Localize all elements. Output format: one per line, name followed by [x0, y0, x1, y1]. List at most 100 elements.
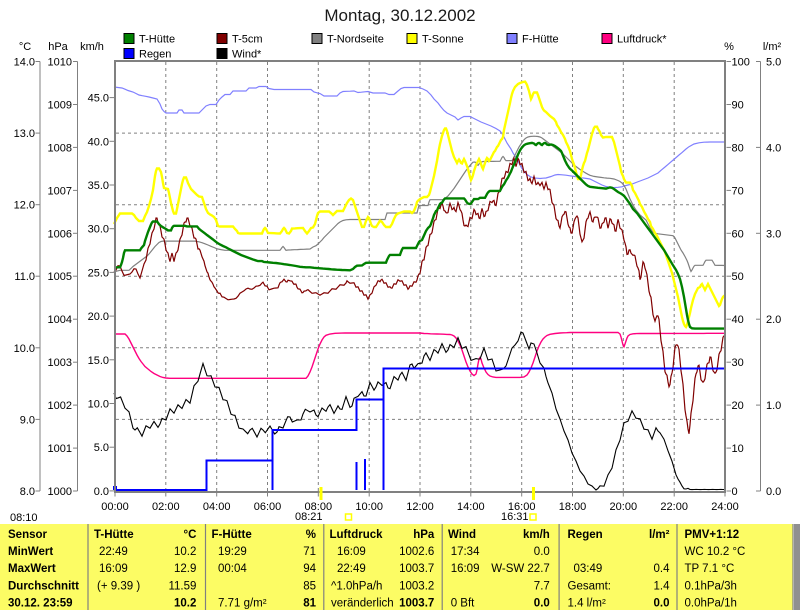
svg-text:40.0: 40.0 — [88, 136, 109, 148]
svg-text:3.0: 3.0 — [766, 228, 781, 240]
svg-text:0.0: 0.0 — [94, 486, 109, 498]
svg-text:0.0hPa/1h: 0.0hPa/1h — [685, 598, 737, 610]
svg-text:TP 7.1 °C: TP 7.1 °C — [685, 563, 735, 575]
svg-text:30.12. 23:59: 30.12. 23:59 — [8, 598, 73, 610]
svg-text:4.0: 4.0 — [766, 142, 781, 154]
svg-text:1010: 1010 — [48, 57, 72, 69]
svg-text:22:49: 22:49 — [337, 563, 366, 575]
svg-text:30: 30 — [732, 357, 744, 369]
svg-text:0.0: 0.0 — [766, 486, 781, 498]
svg-text:16:09: 16:09 — [337, 546, 366, 558]
svg-text:12:00: 12:00 — [406, 501, 434, 513]
svg-text:70: 70 — [732, 185, 744, 197]
svg-text:10.2: 10.2 — [174, 598, 196, 610]
svg-text:PMV+1:12: PMV+1:12 — [685, 529, 740, 541]
svg-text:45.0: 45.0 — [88, 93, 109, 105]
svg-text:12.9: 12.9 — [174, 563, 196, 575]
svg-text:veränderlich: veränderlich — [331, 598, 394, 610]
svg-text:10:00: 10:00 — [355, 501, 383, 513]
svg-text:7.71 g/m²: 7.71 g/m² — [218, 598, 267, 610]
svg-text:22:00: 22:00 — [660, 501, 688, 513]
svg-text:km/h: km/h — [523, 529, 550, 541]
svg-text:1003: 1003 — [48, 357, 72, 369]
svg-text:16:09: 16:09 — [451, 563, 480, 575]
svg-text:0.0: 0.0 — [654, 598, 670, 610]
svg-text:08:00: 08:00 — [305, 501, 333, 513]
svg-text:16:00: 16:00 — [508, 501, 536, 513]
svg-text:Durchschnitt: Durchschnitt — [8, 580, 79, 592]
svg-text:40: 40 — [732, 314, 744, 326]
svg-text:l/m²: l/m² — [649, 529, 670, 541]
svg-text:71: 71 — [303, 546, 316, 558]
svg-text:MaxWert: MaxWert — [8, 563, 56, 575]
svg-text:8.0: 8.0 — [20, 486, 35, 498]
svg-text:35.0: 35.0 — [88, 180, 109, 192]
svg-text:0.4: 0.4 — [654, 563, 671, 575]
svg-text:l/m²: l/m² — [763, 41, 782, 53]
svg-text:°C: °C — [19, 41, 31, 53]
svg-text:06:00: 06:00 — [254, 501, 282, 513]
svg-text:08:10: 08:10 — [10, 512, 38, 524]
svg-text:1005: 1005 — [48, 271, 72, 283]
svg-text:Wind*: Wind* — [232, 49, 262, 61]
svg-text:30.0: 30.0 — [88, 224, 109, 236]
svg-text:20.0: 20.0 — [88, 311, 109, 323]
svg-text:Regen: Regen — [568, 529, 603, 541]
svg-text:1002: 1002 — [48, 400, 72, 412]
svg-text:5.0: 5.0 — [94, 442, 109, 454]
svg-text:00:00: 00:00 — [101, 501, 129, 513]
svg-text:12.0: 12.0 — [14, 200, 35, 212]
svg-text:F-Hütte: F-Hütte — [522, 34, 559, 46]
svg-text:Montag, 30.12.2002: Montag, 30.12.2002 — [324, 6, 475, 25]
svg-text:°C: °C — [183, 529, 196, 541]
svg-text:1008: 1008 — [48, 142, 72, 154]
svg-text:%: % — [306, 529, 316, 541]
svg-text:Luftdruck: Luftdruck — [330, 529, 384, 541]
svg-text:20:00: 20:00 — [610, 501, 638, 513]
svg-text:1006: 1006 — [48, 228, 72, 240]
svg-text:Regen: Regen — [139, 49, 171, 61]
svg-text:WC 10.2 °C: WC 10.2 °C — [685, 546, 746, 558]
svg-text:100: 100 — [732, 57, 750, 69]
svg-text:1003.2: 1003.2 — [399, 580, 434, 592]
svg-text:T-5cm: T-5cm — [232, 34, 263, 46]
svg-text:08:21: 08:21 — [295, 511, 323, 523]
svg-text:85: 85 — [303, 580, 316, 592]
svg-text:80: 80 — [732, 142, 744, 154]
svg-text:60: 60 — [732, 228, 744, 240]
svg-text:0.0: 0.0 — [534, 546, 550, 558]
svg-text:W-SW 22.7: W-SW 22.7 — [491, 563, 550, 575]
svg-text:25.0: 25.0 — [88, 267, 109, 279]
svg-text:km/h: km/h — [80, 41, 104, 53]
svg-text:11.0: 11.0 — [14, 271, 35, 283]
svg-text:1.4 l/m²: 1.4 l/m² — [568, 598, 607, 610]
svg-text:15.0: 15.0 — [88, 355, 109, 367]
svg-text:(+ 9.39 ): (+ 9.39 ) — [97, 580, 140, 592]
svg-text:1009: 1009 — [48, 100, 72, 112]
svg-text:^1.0hPa/h: ^1.0hPa/h — [331, 580, 382, 592]
svg-text:10.2: 10.2 — [174, 546, 196, 558]
svg-text:22:49: 22:49 — [99, 546, 128, 558]
svg-text:MinWert: MinWert — [8, 546, 53, 558]
svg-text:Gesamt:: Gesamt: — [568, 580, 611, 592]
svg-text:16:09: 16:09 — [99, 563, 128, 575]
svg-text:1003.7: 1003.7 — [399, 563, 434, 575]
svg-text:T-Hütte: T-Hütte — [94, 529, 134, 541]
svg-text:10: 10 — [732, 443, 744, 455]
svg-text:14:00: 14:00 — [457, 501, 485, 513]
svg-text:20: 20 — [732, 400, 744, 412]
svg-text:1.4: 1.4 — [654, 580, 671, 592]
svg-text:0: 0 — [732, 486, 738, 498]
svg-text:16:31: 16:31 — [501, 511, 529, 523]
svg-text:24:00: 24:00 — [711, 501, 739, 513]
svg-text:0 Bft: 0 Bft — [451, 598, 475, 610]
svg-text:1002.6: 1002.6 — [399, 546, 434, 558]
svg-text:7.7: 7.7 — [534, 580, 550, 592]
svg-text:1.0: 1.0 — [766, 400, 781, 412]
svg-text:T-Hütte: T-Hütte — [139, 34, 175, 46]
svg-text:1001: 1001 — [48, 443, 72, 455]
svg-text:14.0: 14.0 — [14, 57, 35, 69]
svg-text:%: % — [724, 41, 734, 53]
svg-text:17:34: 17:34 — [451, 546, 480, 558]
svg-text:F-Hütte: F-Hütte — [212, 529, 252, 541]
